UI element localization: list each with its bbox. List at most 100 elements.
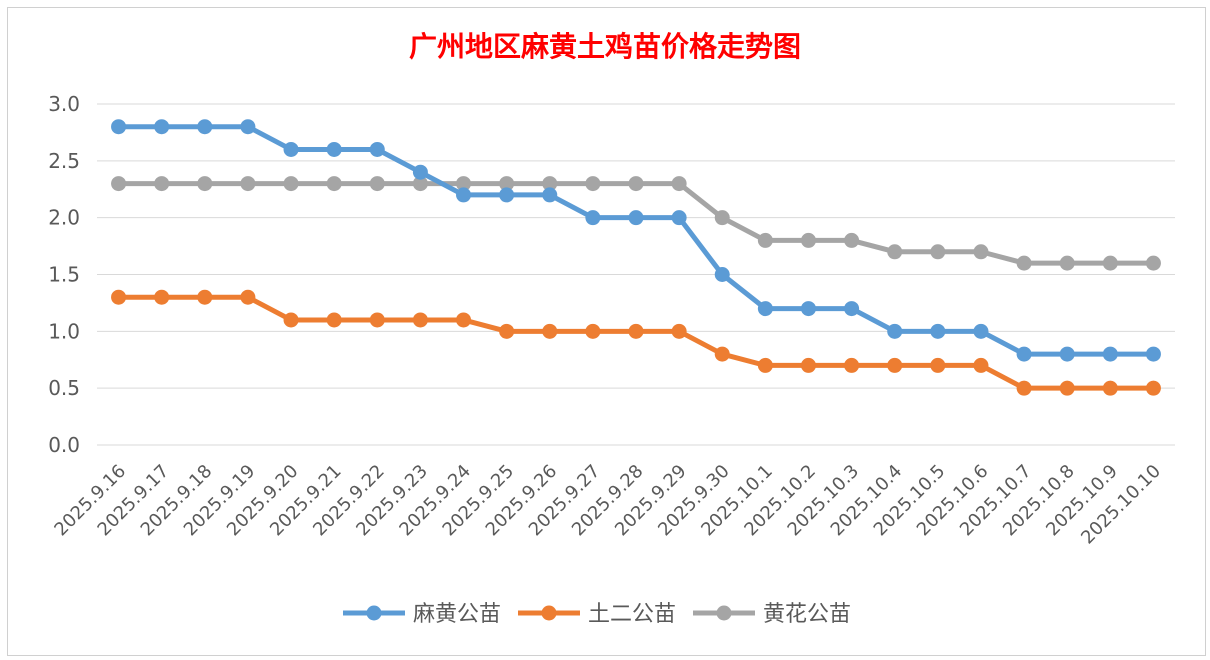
series-0 — [111, 119, 1161, 362]
legend: 麻黄公苗 土二公苗 黄花公苗 — [343, 602, 851, 627]
data-point — [887, 323, 903, 339]
y-axis-ticks: 0.0 0.5 1.0 1.5 2.0 2.5 3.0 — [48, 92, 80, 457]
data-point — [757, 232, 773, 248]
data-point — [585, 210, 601, 226]
data-point — [456, 176, 472, 192]
y-tick-label: 0.0 — [48, 433, 80, 457]
chart-title: 广州地区麻黄土鸡苗价格走势图 — [409, 30, 801, 63]
data-point — [154, 176, 170, 192]
data-point — [542, 187, 558, 203]
data-point — [154, 289, 170, 305]
data-point — [1102, 380, 1118, 396]
data-point — [412, 176, 428, 192]
data-point — [369, 176, 385, 192]
data-point — [369, 312, 385, 328]
data-point — [283, 141, 299, 157]
legend-label: 黄花公苗 — [763, 602, 851, 627]
data-point — [930, 323, 946, 339]
data-point — [1059, 380, 1075, 396]
data-point — [412, 312, 428, 328]
data-point — [111, 119, 127, 135]
gridlines — [97, 103, 1175, 446]
data-point — [1016, 380, 1032, 396]
data-point — [585, 323, 601, 339]
data-point — [326, 141, 342, 157]
data-point — [326, 176, 342, 192]
data-point — [671, 323, 687, 339]
data-point — [757, 301, 773, 317]
y-tick-label: 1.0 — [48, 319, 80, 343]
data-point — [499, 176, 515, 192]
data-point — [628, 176, 644, 192]
data-point — [714, 267, 730, 282]
data-point — [197, 119, 213, 135]
data-point — [326, 312, 342, 328]
data-point — [542, 176, 558, 192]
data-point — [671, 210, 687, 226]
data-point — [930, 244, 946, 260]
data-point — [973, 357, 989, 373]
data-point — [283, 312, 299, 328]
data-point — [757, 357, 773, 373]
data-point — [887, 357, 903, 373]
y-tick-label: 0.5 — [48, 376, 80, 400]
data-point — [800, 232, 816, 248]
legend-label: 土二公苗 — [588, 602, 676, 627]
y-tick-label: 1.5 — [48, 263, 80, 287]
data-point — [628, 323, 644, 339]
data-point — [585, 176, 601, 192]
legend-label: 麻黄公苗 — [413, 602, 501, 627]
legend-marker — [366, 605, 382, 621]
series-lines — [111, 119, 1161, 396]
legend-marker — [541, 605, 557, 621]
legend-marker — [716, 605, 732, 621]
data-point — [197, 289, 213, 305]
data-point — [930, 357, 946, 373]
data-point — [844, 357, 860, 373]
series-2 — [111, 176, 1161, 271]
data-point — [887, 244, 903, 260]
data-point — [456, 187, 472, 203]
legend-item: 麻黄公苗 — [343, 602, 501, 627]
data-point — [844, 301, 860, 317]
data-point — [456, 312, 472, 328]
legend-item: 土二公苗 — [518, 602, 676, 627]
data-point — [628, 210, 644, 226]
y-tick-label: 3.0 — [48, 92, 80, 116]
data-point — [542, 323, 558, 339]
data-point — [499, 323, 515, 339]
data-point — [240, 119, 256, 135]
data-point — [240, 176, 256, 192]
legend-item: 黄花公苗 — [693, 602, 851, 627]
data-point — [1016, 346, 1032, 362]
data-point — [154, 119, 170, 135]
data-point — [1102, 346, 1118, 362]
data-point — [283, 176, 299, 192]
data-point — [1102, 255, 1118, 271]
data-point — [412, 164, 428, 180]
data-point — [240, 289, 256, 305]
data-point — [111, 289, 127, 305]
data-point — [714, 210, 730, 226]
x-axis-ticks: 2025.9.162025.9.172025.9.182025.9.192025… — [50, 461, 1165, 549]
data-point — [1145, 346, 1161, 362]
y-tick-label: 2.0 — [48, 206, 80, 230]
data-point — [111, 176, 127, 192]
data-point — [800, 301, 816, 317]
data-point — [197, 176, 213, 192]
data-point — [1016, 255, 1032, 271]
data-point — [1145, 255, 1161, 271]
data-point — [1145, 380, 1161, 396]
data-point — [973, 244, 989, 260]
data-point — [1059, 255, 1075, 271]
data-point — [1059, 346, 1075, 362]
data-point — [369, 141, 385, 157]
data-point — [844, 232, 860, 248]
data-point — [714, 346, 730, 362]
data-point — [499, 187, 515, 203]
data-point — [800, 357, 816, 373]
y-tick-label: 2.5 — [48, 149, 80, 173]
data-point — [671, 176, 687, 192]
series-1 — [111, 289, 1161, 396]
